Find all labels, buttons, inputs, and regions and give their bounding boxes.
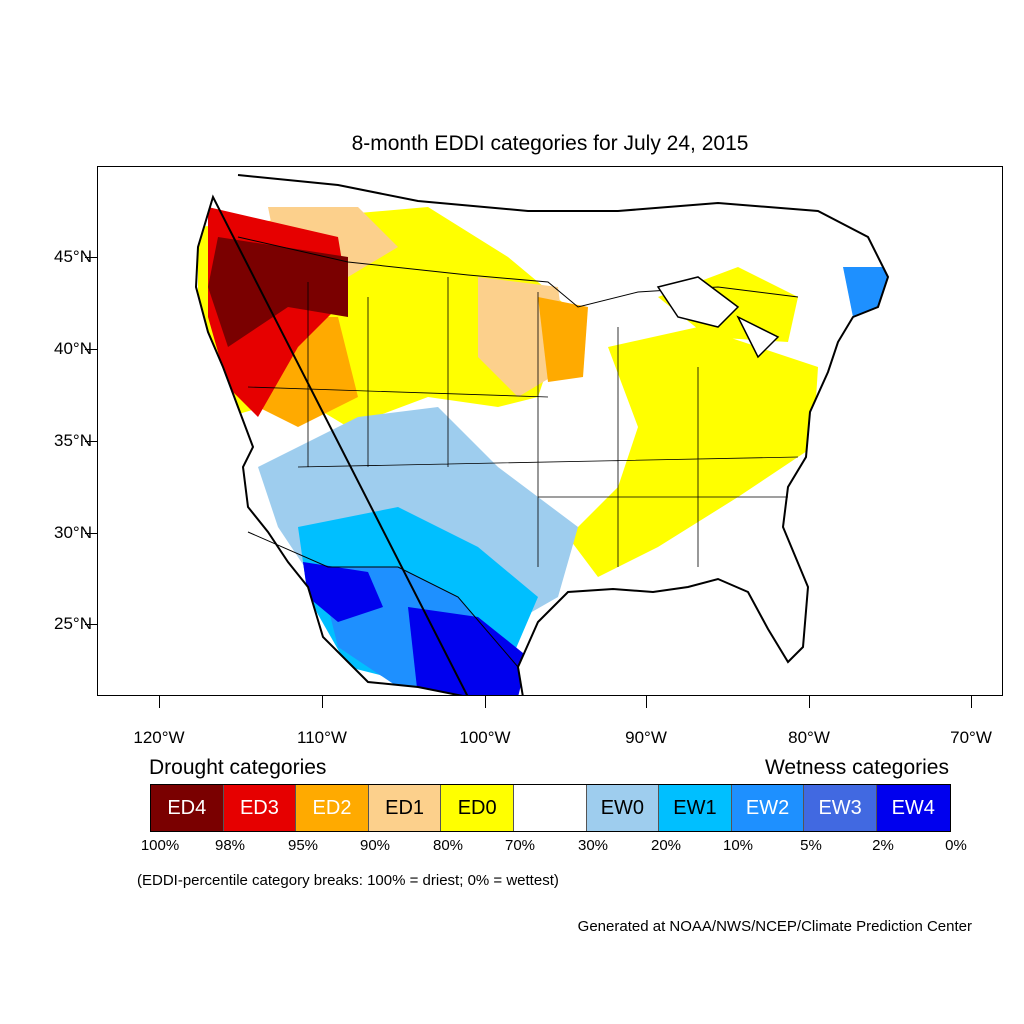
tick-100w [485,696,486,708]
lat-label-35n: 35°N [54,431,92,450]
great-lakes [656,276,780,359]
tick-120w [159,696,160,708]
legend-colorbar: ED4 ED3 ED2 ED1 ED0 EW0 EW1 EW2 EW3 EW4 [150,784,951,832]
ew4-region-mexico [303,562,383,622]
coastline [194,174,890,695]
tick-90w [646,696,647,708]
tick-70w [971,696,972,708]
lon-label-90w: 90°W [625,728,667,747]
lat-label-25n: 25°N [54,614,92,633]
ew4-region-texas [408,607,528,695]
legend-break-20: 20% [650,837,682,854]
lon-label-70w: 70°W [950,728,992,747]
legend-cat-ew1: EW1 [659,785,732,831]
legend-cat-ed4: ED4 [151,785,224,831]
ed0-region-east [568,327,818,577]
mexico-border [247,531,519,668]
legend-break-0: 0% [945,837,967,854]
category-note: (EDDI-percentile category breaks: 100% =… [137,872,559,889]
lat-label-45n: 45°N [54,247,92,266]
tick-40n [85,349,97,350]
legend-cat-ew2: EW2 [731,785,805,831]
legend-break-95: 95% [287,837,319,854]
legend-cat-ed0: ED0 [441,785,514,831]
eddi-map [194,174,890,695]
legend-cat-ed3: ED3 [223,785,297,831]
legend-break-100: 100% [140,837,180,854]
legend-cat-ew3: EW3 [804,785,877,831]
credit-line: Generated at NOAA/NWS/NCEP/Climate Predi… [577,918,972,935]
lon-label-120w: 120°W [133,728,185,747]
tick-110w [322,696,323,708]
tick-25n [85,624,97,625]
legend-cat-normal [513,785,587,831]
lat-label-40n: 40°N [54,339,92,358]
lon-label-80w: 80°W [788,728,830,747]
ed2-region-plains [538,297,588,382]
legend-break-70: 70% [504,837,536,854]
legend-cat-ed2: ED2 [296,785,369,831]
lon-label-100w: 100°W [459,728,511,747]
tick-35n [85,441,97,442]
lon-label-110w: 110°W [297,728,347,747]
tick-80w [809,696,810,708]
ed4-region [208,237,348,347]
map-title: 8-month EDDI categories for July 24, 201… [351,132,749,155]
lat-label-30n: 30°N [54,523,92,542]
ew-region-northeast [843,267,888,317]
legend-break-90: 90% [359,837,391,854]
legend-break-30: 30% [577,837,609,854]
drought-heading: Drought categories [149,756,327,779]
legend-break-5: 5% [800,837,822,854]
tick-45n [85,257,97,258]
tick-30n [85,533,97,534]
legend-break-80: 80% [432,837,464,854]
wetness-heading: Wetness categories [764,756,949,779]
map-panel [97,166,1003,696]
legend-cat-ew0: EW0 [586,785,660,831]
legend-break-2: 2% [872,837,894,854]
legend-cat-ed1: ED1 [368,785,442,831]
legend-break-10: 10% [722,837,754,854]
legend-cat-ew4: EW4 [876,785,950,831]
legend-break-98: 98% [214,837,246,854]
state-lines [247,277,799,567]
